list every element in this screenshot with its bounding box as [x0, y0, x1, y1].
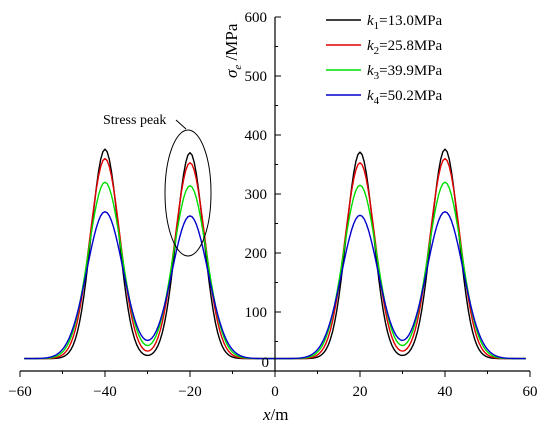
x-ticks: −60 −40 −20 0 20 40 60: [8, 371, 538, 400]
y-axis-unit: /MPa: [222, 23, 241, 65]
y-ticks: 100 200 300 400 500 600 0: [245, 10, 281, 371]
x-axis-unit: /m: [271, 405, 289, 424]
legend: k1=13.0MPa k2=25.8MPa k3=39.9MPa k4=50.2MPa: [326, 13, 443, 107]
x-tick-label: 40: [438, 384, 453, 400]
y-tick-label: 600: [245, 10, 268, 26]
y-tick-label: 300: [245, 187, 268, 203]
y-axis-subscript: e: [232, 65, 244, 70]
stress-peak-label: Stress peak: [103, 113, 166, 128]
legend-label-1: k1=13.0MPa: [367, 13, 443, 32]
x-tick-label: −20: [178, 384, 201, 400]
x-axis-title: x/m: [262, 405, 289, 424]
x-tick-label: 20: [353, 384, 368, 400]
y-axis-title: σe /MPa: [222, 23, 244, 78]
y-tick-label: 200: [245, 246, 268, 262]
y-tick-label: 400: [245, 128, 268, 144]
legend-label-2: k2=25.8MPa: [367, 38, 443, 57]
stress-peak-leader: [175, 119, 187, 130]
y-tick-label: 100: [245, 305, 268, 321]
x-tick-label: −40: [93, 384, 116, 400]
x-axis-variable: x: [262, 405, 271, 424]
y-origin-label: 0: [262, 355, 270, 371]
y-tick-label: 500: [245, 69, 268, 85]
legend-label-4: k4=50.2MPa: [367, 88, 443, 107]
stress-peak-ellipse: [164, 129, 212, 257]
stress-peak-annotation: Stress peak: [103, 113, 212, 257]
y-axis-variable: σ: [222, 69, 241, 78]
x-tick-label: −60: [8, 384, 31, 400]
x-tick-label: 0: [271, 384, 279, 400]
legend-label-3: k3=39.9MPa: [367, 63, 443, 82]
x-tick-label: 60: [523, 384, 538, 400]
